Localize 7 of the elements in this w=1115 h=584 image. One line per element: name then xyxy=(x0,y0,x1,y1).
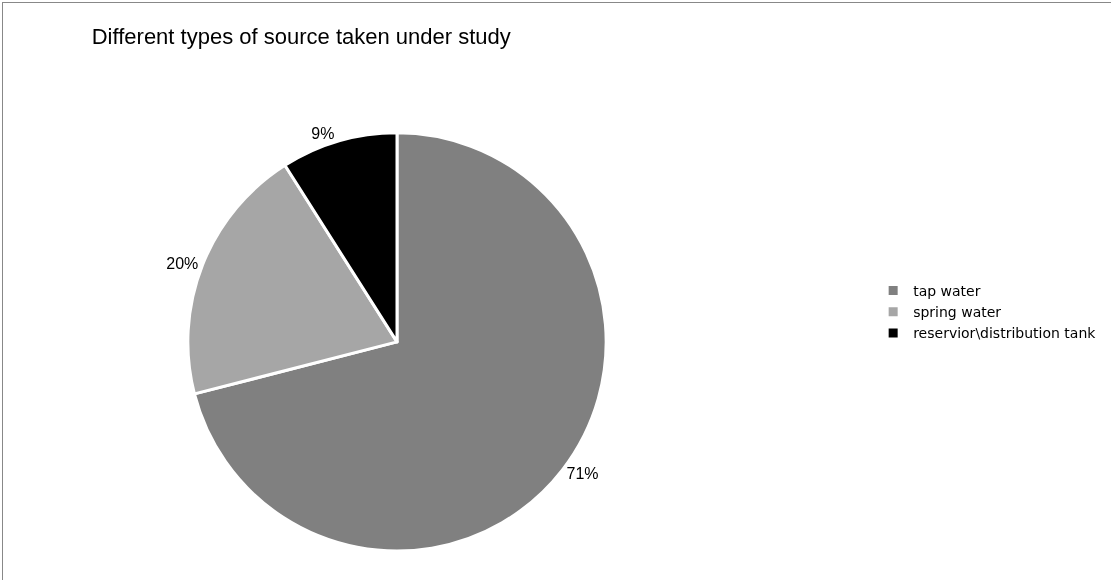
data-label: 71% xyxy=(566,464,599,482)
legend-label: tap water xyxy=(913,283,981,300)
data-label: 20% xyxy=(166,255,199,273)
legend-label: spring water xyxy=(913,304,1002,321)
chart-title: Different types of source taken under study xyxy=(91,24,511,50)
legend-label: reservior\distribution tank xyxy=(913,325,1097,342)
data-label: 9% xyxy=(311,124,335,142)
